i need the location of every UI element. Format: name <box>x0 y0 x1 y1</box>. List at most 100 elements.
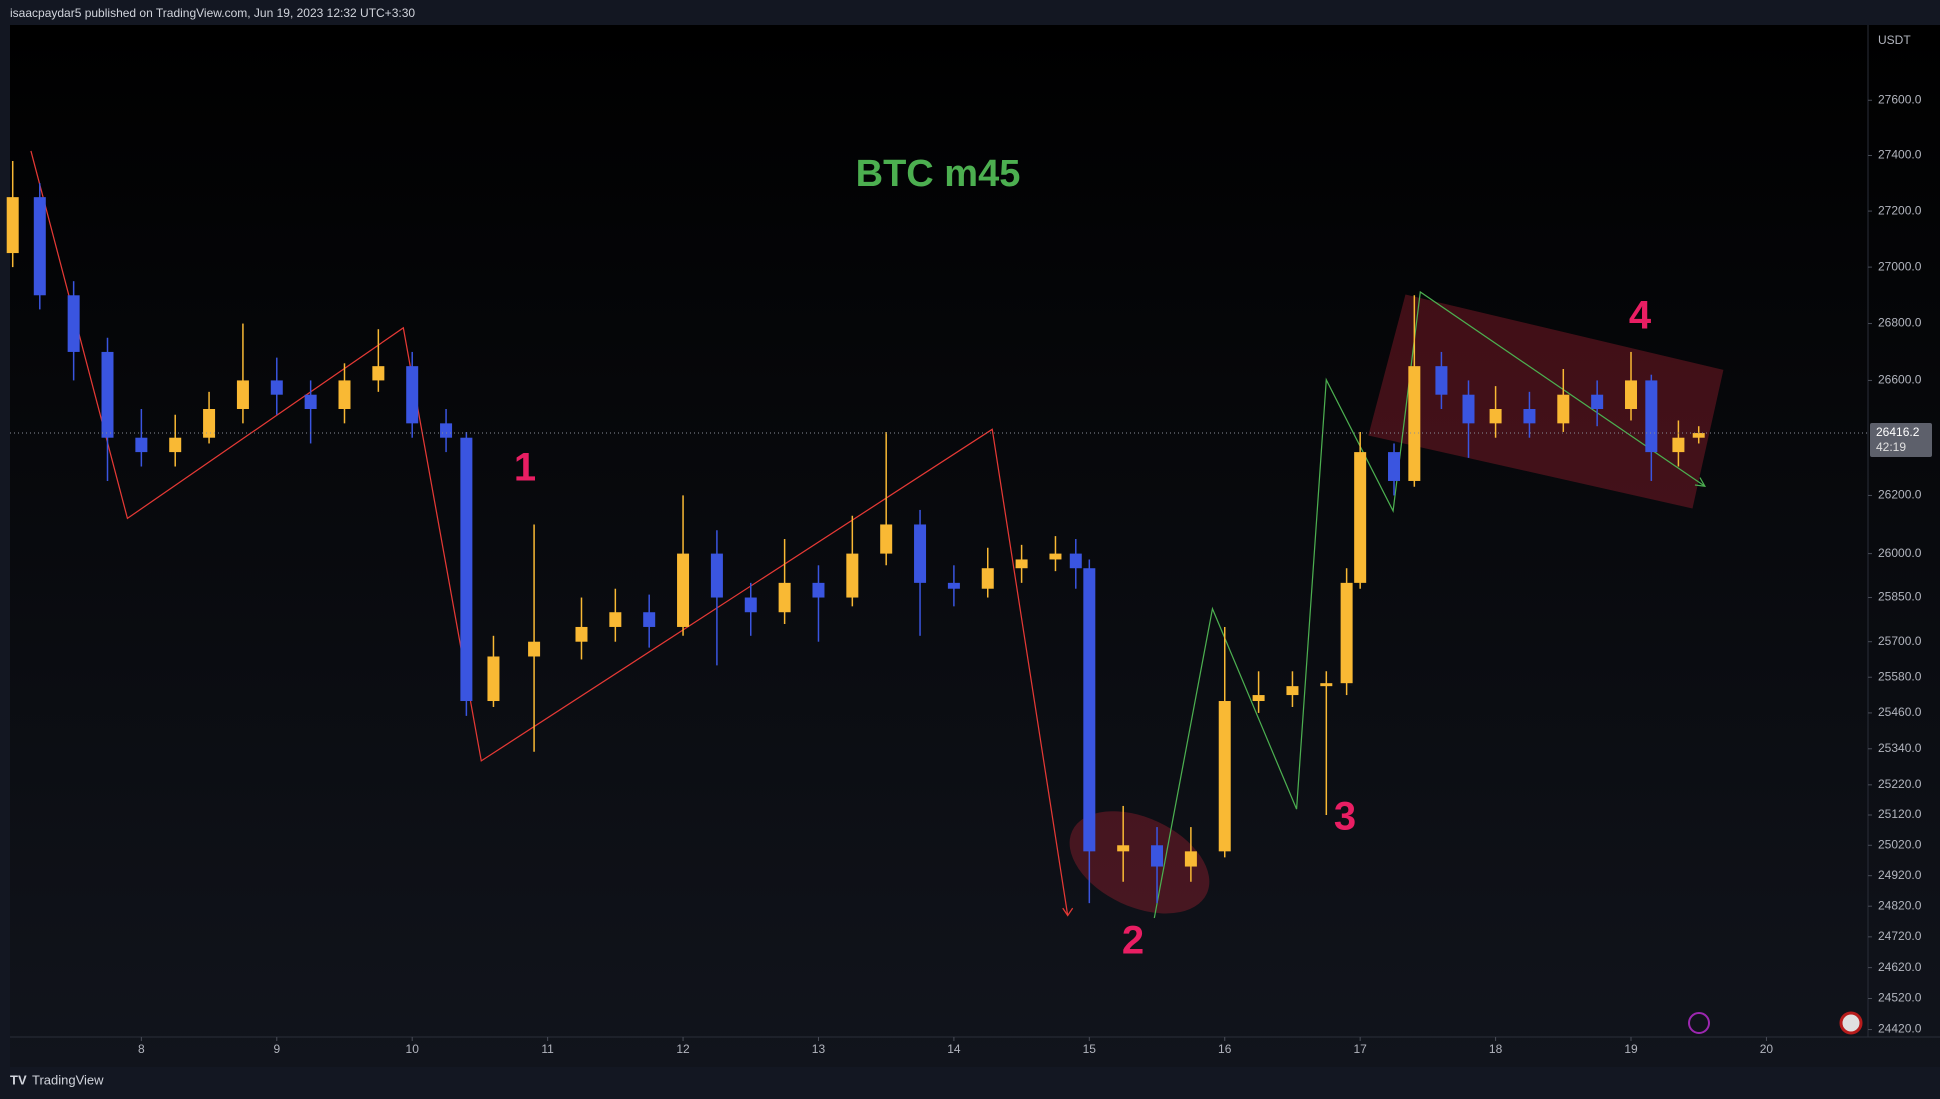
annotation: 1 <box>514 446 536 490</box>
candle-body <box>609 612 622 627</box>
countdown-label: 42:19 <box>1876 440 1906 454</box>
y-tick-label: 25020.0 <box>1878 837 1922 851</box>
candle-body <box>643 612 656 627</box>
candle-body <box>487 656 500 702</box>
candle-body <box>372 366 385 381</box>
red-arrow <box>1062 907 1074 917</box>
footer-logo: TV <box>10 1072 27 1087</box>
candle-body <box>1015 559 1028 569</box>
axis-unit: USDT <box>1878 33 1911 47</box>
candle-body <box>981 568 994 589</box>
candle-body <box>1117 845 1130 852</box>
candle-body <box>1354 452 1367 583</box>
candle-body <box>528 641 541 657</box>
last-price-label: 26416.2 <box>1876 425 1920 439</box>
candle-body <box>744 597 757 613</box>
candle-body <box>203 409 216 438</box>
x-tick-label: 19 <box>1624 1042 1638 1056</box>
drawings <box>30 150 1724 919</box>
y-tick-label: 24420.0 <box>1878 1022 1922 1036</box>
candle-body <box>914 524 927 583</box>
candle-body <box>1340 582 1353 684</box>
candle-body <box>1083 568 1096 852</box>
candle-body <box>1218 701 1231 852</box>
candle-body <box>1252 695 1265 702</box>
candle-body <box>1049 553 1062 560</box>
candle-body <box>710 553 723 598</box>
chart-title: BTC m45 <box>856 153 1021 195</box>
plot-background <box>10 25 1940 1067</box>
x-tick-label: 17 <box>1353 1042 1367 1056</box>
candle-body <box>1523 409 1536 424</box>
candle-body <box>677 553 690 627</box>
y-tick-label: 24620.0 <box>1878 960 1922 974</box>
candle-body <box>1692 433 1705 438</box>
highlight-ellipse <box>1069 811 1210 914</box>
candle-body <box>1320 683 1333 687</box>
candles <box>6 161 1705 904</box>
x-tick-label: 18 <box>1489 1042 1503 1056</box>
y-tick-label: 27200.0 <box>1878 203 1922 217</box>
candle-body <box>460 437 473 702</box>
x-tick-label: 13 <box>812 1042 826 1056</box>
candle-body <box>1408 366 1421 481</box>
y-tick-label: 26800.0 <box>1878 316 1922 330</box>
y-tick-label: 25850.0 <box>1878 590 1922 604</box>
candle-body <box>1286 686 1299 696</box>
y-tick-label: 27000.0 <box>1878 259 1922 273</box>
flag-icon[interactable] <box>1839 1011 1863 1035</box>
candle-body <box>1489 409 1502 424</box>
candle-body <box>135 437 148 453</box>
y-tick-label: 25700.0 <box>1878 634 1922 648</box>
y-tick-label: 24520.0 <box>1878 991 1922 1005</box>
candle-body <box>1672 437 1685 453</box>
candle-body <box>101 351 114 438</box>
candle-body <box>880 524 893 554</box>
y-tick-label: 25220.0 <box>1878 777 1922 791</box>
green-arrow <box>1694 477 1707 487</box>
footer-bar <box>0 1067 1940 1099</box>
candle-body <box>1462 394 1475 424</box>
candle-body <box>1184 851 1197 867</box>
y-tick-label: 26000.0 <box>1878 546 1922 560</box>
x-tick-label: 9 <box>273 1042 280 1056</box>
candle-body <box>575 626 588 642</box>
y-tick-label: 26200.0 <box>1878 488 1922 502</box>
candle-body <box>33 197 46 296</box>
candle-body <box>1435 366 1448 395</box>
green-path <box>1153 290 1706 919</box>
y-tick-label: 25460.0 <box>1878 705 1922 719</box>
x-tick-label: 8 <box>138 1042 145 1056</box>
y-tick-label: 24720.0 <box>1878 929 1922 943</box>
alert-icon[interactable] <box>1688 1012 1710 1034</box>
range-box <box>1368 294 1724 509</box>
x-tick-label: 15 <box>1083 1042 1097 1056</box>
candle-body <box>304 394 317 410</box>
red-path <box>30 150 1069 916</box>
candle-body <box>270 380 283 395</box>
x-tick-label: 12 <box>676 1042 690 1056</box>
candle-body <box>1645 380 1658 453</box>
candle-body <box>812 582 825 598</box>
y-tick-label: 24920.0 <box>1878 868 1922 882</box>
publisher-header: isaacpaydar5 published on TradingView.co… <box>10 6 415 20</box>
candle-body <box>1388 452 1401 481</box>
x-tick-label: 10 <box>406 1042 420 1056</box>
candle-body <box>1151 845 1164 867</box>
y-tick-label: 24820.0 <box>1878 898 1922 912</box>
candle-body <box>947 582 960 589</box>
candle-body <box>778 582 791 613</box>
candle-body <box>1591 394 1604 410</box>
y-tick-label: 25120.0 <box>1878 807 1922 821</box>
y-tick-label: 27600.0 <box>1878 92 1922 106</box>
candle-body <box>406 366 419 424</box>
y-tick-label: 25340.0 <box>1878 741 1922 755</box>
annotation: 4 <box>1629 294 1652 338</box>
annotation: 3 <box>1334 795 1356 839</box>
candle-body <box>67 295 80 352</box>
footer-brand: TradingView <box>32 1072 104 1087</box>
candle-body <box>6 197 19 254</box>
candle-body <box>338 380 351 410</box>
annotation: 2 <box>1122 919 1144 963</box>
